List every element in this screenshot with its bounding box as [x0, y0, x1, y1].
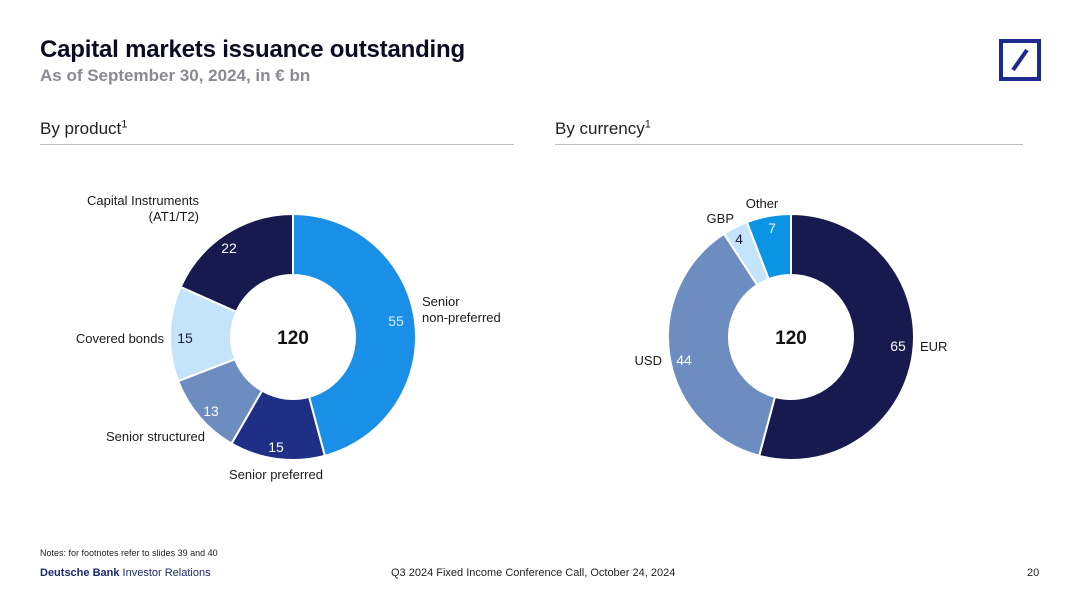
currency-footnote: 1	[644, 118, 651, 131]
slice-value-label: 22	[221, 240, 237, 256]
page-number: 20	[1027, 567, 1040, 579]
slice-capital-instruments-at1-t2	[179, 212, 294, 314]
slice-category-label: Senior non-preferred	[422, 294, 501, 325]
product-footnote: 1	[121, 118, 128, 131]
slice-usd	[667, 232, 777, 458]
currency-section-title: By currency1	[555, 119, 651, 139]
slice-category-label: Capital Instruments (AT1/T2)	[87, 193, 199, 224]
page-title: Capital markets issuance outstanding	[40, 36, 465, 63]
slice-value-label: 15	[268, 439, 284, 455]
slice-category-label: EUR	[920, 339, 947, 354]
notes: Notes: for footnotes refer to slides 39 …	[40, 548, 218, 558]
slice-value-label: 15	[177, 330, 193, 346]
donut-total-label: 120	[775, 328, 807, 349]
footer-event: Q3 2024 Fixed Income Conference Call, Oc…	[391, 567, 676, 579]
slice-eur	[757, 212, 915, 461]
slice-value-label: 44	[676, 352, 692, 368]
slice-value-label: 13	[203, 403, 219, 419]
slice-value-label: 7	[768, 220, 776, 236]
product-section-rule	[40, 144, 514, 145]
product-section-title: By product1	[40, 119, 127, 139]
page-subtitle: As of September 30, 2024, in € bn	[40, 66, 311, 85]
currency-section-label: By currency	[555, 119, 645, 138]
slice-category-label: Senior structured	[106, 429, 205, 444]
footer-brand: Deutsche Bank Investor Relations	[40, 567, 211, 579]
footer-brand-name: Deutsche Bank	[40, 567, 120, 579]
slice-other	[745, 212, 792, 281]
donut-total-label: 120	[277, 328, 309, 349]
slice-senior-non-preferred	[292, 212, 417, 458]
slice-category-label: USD	[635, 353, 662, 368]
footer-brand-suffix: Investor Relations	[119, 567, 211, 579]
slice-value-label: 55	[388, 313, 404, 329]
slice-category-label: Covered bonds	[76, 331, 165, 346]
slice-category-label: Other	[746, 196, 779, 211]
slice-value-label: 65	[890, 338, 906, 354]
deutsche-bank-logo	[999, 39, 1041, 81]
slice-value-label: 4	[735, 231, 743, 247]
product-section-label: By product	[40, 119, 122, 138]
currency-section-rule	[555, 144, 1023, 145]
slice-category-label: GBP	[707, 211, 734, 226]
logo-slash-icon	[1011, 48, 1029, 72]
slice-category-label: Senior preferred	[229, 467, 323, 482]
